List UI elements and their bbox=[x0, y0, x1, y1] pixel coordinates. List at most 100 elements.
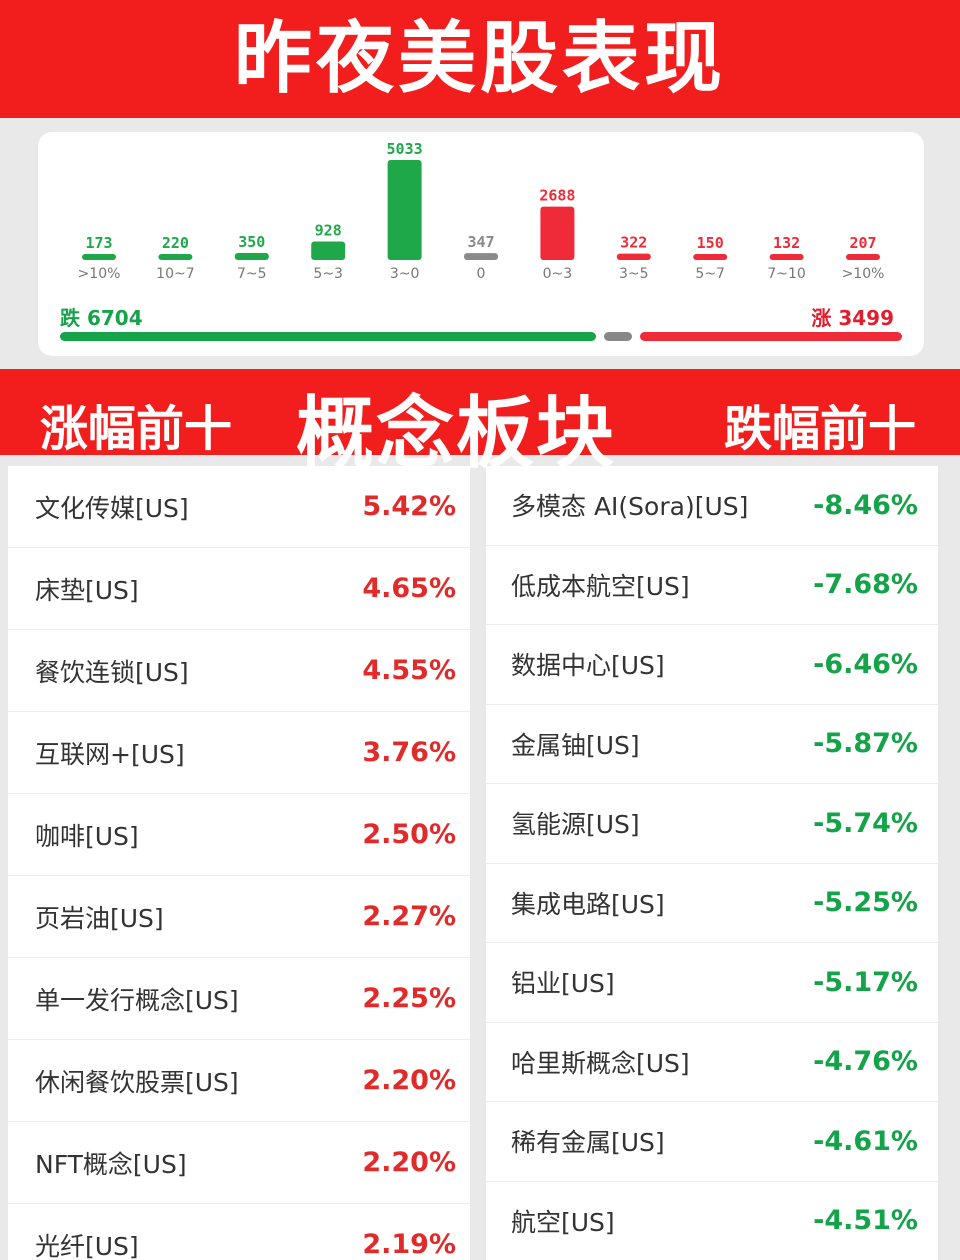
bar-9 bbox=[769, 254, 804, 260]
loser-name: 低成本航空[US] bbox=[511, 571, 690, 601]
losers-panel: 多模态 AI(Sora)[US] -8.46% 低成本航空[US] -7.68% 数据中… bbox=[486, 466, 938, 1260]
bar-category-label: 5~7 bbox=[695, 266, 725, 282]
loser-name: 哈里斯概念[US] bbox=[511, 1048, 690, 1078]
bar-category-label: 7~5 bbox=[237, 266, 267, 282]
loser-name: 稀有金属[US] bbox=[511, 1128, 665, 1158]
rise-total: 涨 3499 bbox=[811, 306, 894, 330]
loser-row[interactable]: 哈里斯概念[US] -4.76% bbox=[486, 1023, 938, 1102]
gainer-change: 2.19% bbox=[362, 1229, 456, 1260]
loser-name: 金属铀[US] bbox=[511, 730, 640, 760]
bar-category-label: >10% bbox=[842, 266, 885, 282]
gainer-row[interactable]: 单一发行概念[US] 2.25% bbox=[8, 958, 470, 1040]
bar-6 bbox=[540, 206, 575, 260]
loser-change: -7.68% bbox=[813, 569, 918, 601]
totals-row: 跌 6704 涨 3499 bbox=[38, 302, 924, 332]
loser-name: 多模态 AI(Sora)[US] bbox=[511, 492, 749, 522]
bar-category-label: 0 bbox=[477, 266, 486, 282]
bar-value-label: 5033 bbox=[387, 140, 423, 158]
bar-3 bbox=[311, 241, 346, 260]
gainer-name: 文化传媒[US] bbox=[35, 493, 189, 523]
loser-change: -5.17% bbox=[813, 966, 918, 998]
loser-row[interactable]: 低成本航空[US] -7.68% bbox=[486, 546, 938, 625]
gainer-change: 3.76% bbox=[362, 737, 456, 768]
loser-row[interactable]: 金属铀[US] -5.87% bbox=[486, 705, 938, 784]
bar-4 bbox=[387, 160, 422, 260]
loser-name: 数据中心[US] bbox=[511, 651, 665, 681]
top-banner: 昨夜美股表现 bbox=[0, 0, 960, 118]
bar-value-label: 220 bbox=[162, 234, 189, 252]
bar-10 bbox=[846, 254, 880, 260]
gainer-name: 页岩油[US] bbox=[35, 903, 164, 933]
loser-name: 集成电路[US] bbox=[511, 889, 665, 919]
gainer-row[interactable]: 餐饮连锁[US] 4.55% bbox=[8, 630, 470, 712]
bar-1 bbox=[158, 254, 193, 260]
loser-change: -4.51% bbox=[813, 1205, 918, 1237]
gainers-panel: 文化传媒[US] 5.42% 床垫[US] 4.65% 餐饮连锁[US] 4.55% 互联网… bbox=[8, 466, 470, 1260]
gainer-row[interactable]: 休闲餐饮股票[US] 2.20% bbox=[8, 1040, 470, 1122]
loser-change: -4.61% bbox=[813, 1125, 918, 1157]
bar-category-label: 10~7 bbox=[156, 266, 194, 282]
bar-0 bbox=[82, 254, 116, 260]
bar-category-label: 3~0 bbox=[390, 266, 420, 282]
loser-name: 航空[US] bbox=[511, 1207, 615, 1237]
gainer-row[interactable]: 光纤[US] 2.19% bbox=[8, 1204, 470, 1260]
loser-row[interactable]: 铝业[US] -5.17% bbox=[486, 943, 938, 1023]
distribution-card: 173 >10% 220 10~7 350 7~5 928 5~3 5033 3~0 347 0 268… bbox=[38, 132, 924, 356]
gainer-name: 餐饮连锁[US] bbox=[35, 657, 189, 687]
loser-change: -5.87% bbox=[813, 728, 918, 760]
loser-change: -6.46% bbox=[813, 648, 918, 680]
bar-2 bbox=[234, 253, 269, 260]
rise-ratio-bar bbox=[640, 332, 902, 341]
loser-change: -4.76% bbox=[813, 1046, 918, 1078]
distribution-chart: 173 >10% 220 10~7 350 7~5 928 5~3 5033 3~0 347 0 268… bbox=[78, 140, 885, 282]
loser-change: -8.46% bbox=[813, 489, 918, 521]
bar-value-label: 928 bbox=[315, 222, 342, 240]
loser-name: 铝业[US] bbox=[511, 969, 615, 999]
gainer-row[interactable]: 咖啡[US] 2.50% bbox=[8, 794, 470, 876]
page-title: 昨夜美股表现 bbox=[233, 14, 726, 104]
loser-row[interactable]: 数据中心[US] -6.46% bbox=[486, 625, 938, 705]
bar-value-label: 347 bbox=[467, 233, 494, 251]
gainer-name: NFT概念[US] bbox=[35, 1149, 187, 1179]
gainer-change: 2.20% bbox=[362, 1065, 456, 1096]
gainer-change: 2.20% bbox=[362, 1147, 456, 1178]
bar-category-label: 5~3 bbox=[313, 266, 343, 282]
gainer-row[interactable]: 文化传媒[US] 5.42% bbox=[8, 466, 470, 548]
bar-category-label: 0~3 bbox=[543, 266, 573, 282]
bar-7 bbox=[616, 253, 651, 260]
gainer-row[interactable]: 页岩油[US] 2.27% bbox=[8, 876, 470, 958]
loser-row[interactable]: 多模态 AI(Sora)[US] -8.46% bbox=[486, 466, 938, 546]
gainer-row[interactable]: 床垫[US] 4.65% bbox=[8, 548, 470, 630]
bar-value-label: 150 bbox=[697, 234, 724, 252]
loser-row[interactable]: 集成电路[US] -5.25% bbox=[486, 864, 938, 943]
gainer-row[interactable]: 互联网+[US] 3.76% bbox=[8, 712, 470, 794]
bar-5 bbox=[464, 253, 498, 260]
bar-category-label: 7~10 bbox=[767, 266, 805, 282]
gainer-name: 单一发行概念[US] bbox=[35, 985, 239, 1015]
bar-value-label: 132 bbox=[773, 234, 800, 252]
bar-value-label: 322 bbox=[620, 234, 647, 252]
gainer-change: 4.55% bbox=[362, 655, 456, 686]
gainer-change: 2.27% bbox=[362, 901, 456, 932]
bar-category-label: 3~5 bbox=[619, 266, 649, 282]
gainer-name: 互联网+[US] bbox=[35, 739, 185, 769]
gainer-change: 4.65% bbox=[362, 573, 456, 604]
gainer-row[interactable]: NFT概念[US] 2.20% bbox=[8, 1122, 470, 1204]
gainers-heading: 涨幅前十 bbox=[40, 401, 233, 457]
loser-row[interactable]: 稀有金属[US] -4.61% bbox=[486, 1102, 938, 1182]
losers-heading: 跌幅前十 bbox=[723, 401, 916, 457]
bar-value-label: 207 bbox=[849, 234, 876, 252]
gainer-change: 5.42% bbox=[362, 491, 456, 522]
fall-total: 跌 6704 bbox=[60, 306, 143, 330]
bar-8 bbox=[693, 254, 728, 260]
gainer-name: 咖啡[US] bbox=[35, 821, 139, 851]
gainer-name: 床垫[US] bbox=[35, 575, 139, 605]
bar-value-label: 173 bbox=[85, 234, 112, 252]
loser-row[interactable]: 氢能源[US] -5.74% bbox=[486, 784, 938, 864]
loser-row[interactable]: 航空[US] -4.51% bbox=[486, 1182, 938, 1260]
bar-value-label: 2688 bbox=[539, 187, 575, 205]
gainer-name: 休闲餐饮股票[US] bbox=[35, 1067, 239, 1097]
gainer-name: 光纤[US] bbox=[35, 1231, 139, 1260]
flat-ratio-bar bbox=[604, 332, 632, 341]
section-banner: 涨幅前十 概念板块 跌幅前十 bbox=[0, 369, 960, 479]
